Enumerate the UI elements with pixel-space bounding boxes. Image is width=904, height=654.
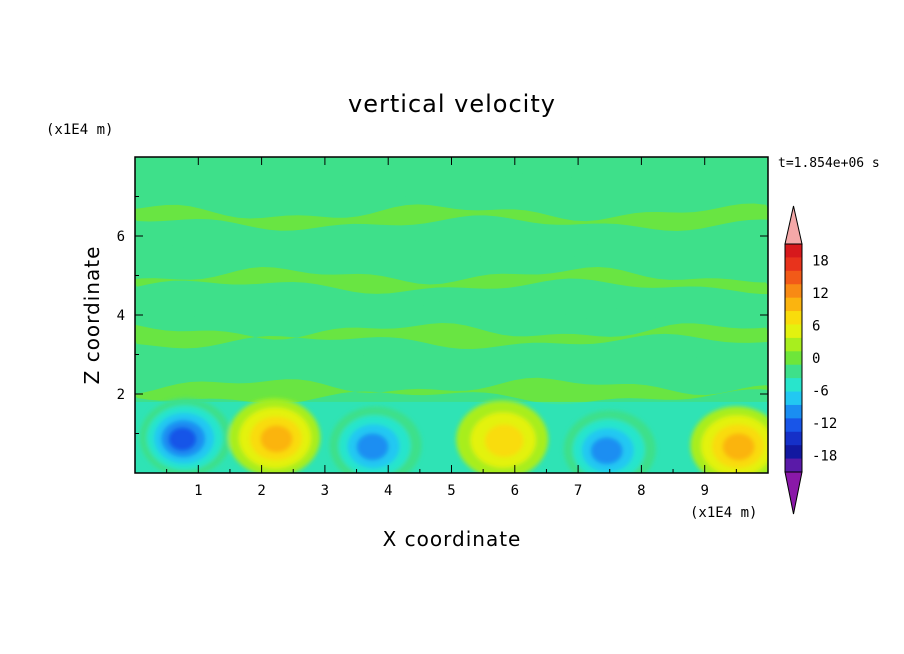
y-axis-label: Z coordinate <box>80 246 104 385</box>
colorbar-swatch <box>785 351 802 366</box>
colorbar-tick-label: -12 <box>812 416 837 432</box>
colorbar-swatch <box>785 458 802 473</box>
colorbar-tick-label: 12 <box>812 286 829 302</box>
contour-level <box>722 433 755 461</box>
updraft-cell <box>690 406 768 473</box>
x-tick-label: 1 <box>194 483 202 499</box>
x-tick-label: 3 <box>321 483 329 499</box>
plot-area <box>135 157 768 473</box>
contour-level <box>356 433 389 461</box>
contour-level <box>590 437 623 465</box>
colorbar-swatch <box>785 404 802 419</box>
colorbar-swatch <box>785 391 802 406</box>
contour-band <box>135 349 768 378</box>
downdraft-cell <box>329 406 422 473</box>
colorbar-swatch <box>785 431 802 446</box>
time-label: t=1.854e+06 s <box>778 156 880 171</box>
contour-band <box>135 377 768 405</box>
contour-band <box>135 322 768 349</box>
y-tick-label: 4 <box>117 308 125 324</box>
x-tick-label: 4 <box>384 483 392 499</box>
colorbar-swatch <box>785 297 802 312</box>
colorbar-over-arrow <box>784 205 803 245</box>
y-tick-label: 2 <box>117 387 125 403</box>
colorbar-tick-label: 0 <box>812 351 820 367</box>
colorbar: 18 12 6 0 -6 -12 -18 <box>784 205 837 515</box>
x-tick-label: 5 <box>447 483 455 499</box>
y-tick-label: 6 <box>117 229 125 245</box>
x-axis-label: X coordinate <box>383 527 522 551</box>
x-tick-label: 2 <box>257 483 265 499</box>
colorbar-tick-label: 18 <box>812 253 829 269</box>
x-tick-label: 7 <box>574 483 582 499</box>
downdraft-cell <box>139 398 232 473</box>
colorbar-swatch <box>785 445 802 460</box>
x-unit-label: (x1E4 m) <box>690 505 757 521</box>
contour-level <box>168 427 197 451</box>
updraft-cell <box>228 398 321 473</box>
colorbar-tick-label: -6 <box>812 384 829 400</box>
colorbar-swatch <box>785 270 802 285</box>
contour-level <box>484 424 524 458</box>
colorbar-swatch <box>785 311 802 325</box>
updraft-cell <box>456 400 549 473</box>
x-tick-label: 8 <box>637 483 645 499</box>
contour-band <box>135 235 768 263</box>
contour-band <box>135 266 768 295</box>
colorbar-swatch <box>785 364 802 379</box>
colorbar-swatch <box>785 337 802 352</box>
contour-level <box>260 425 293 453</box>
x-tick-label: 9 <box>700 483 708 499</box>
colorbar-swatch <box>785 284 802 299</box>
colorbar-frame <box>784 243 803 473</box>
colorbar-tick-label: 6 <box>812 318 820 334</box>
contour-band <box>135 295 768 323</box>
downdraft-cell <box>563 410 656 473</box>
colorbar-tick-label: -18 <box>812 449 837 465</box>
colorbar-swatch <box>785 244 802 258</box>
colorbar-swatch <box>785 257 802 272</box>
colorbar-swatch <box>785 378 802 393</box>
colorbar-under-arrow <box>784 471 803 515</box>
contour-band <box>135 203 768 231</box>
y-unit-label: (x1E4 m) <box>46 122 113 138</box>
contour-band <box>135 172 768 200</box>
x-tick-label: 6 <box>511 483 519 499</box>
colorbar-swatch <box>785 418 802 433</box>
chart-title: vertical velocity <box>348 90 556 118</box>
colorbar-swatch <box>785 324 802 339</box>
